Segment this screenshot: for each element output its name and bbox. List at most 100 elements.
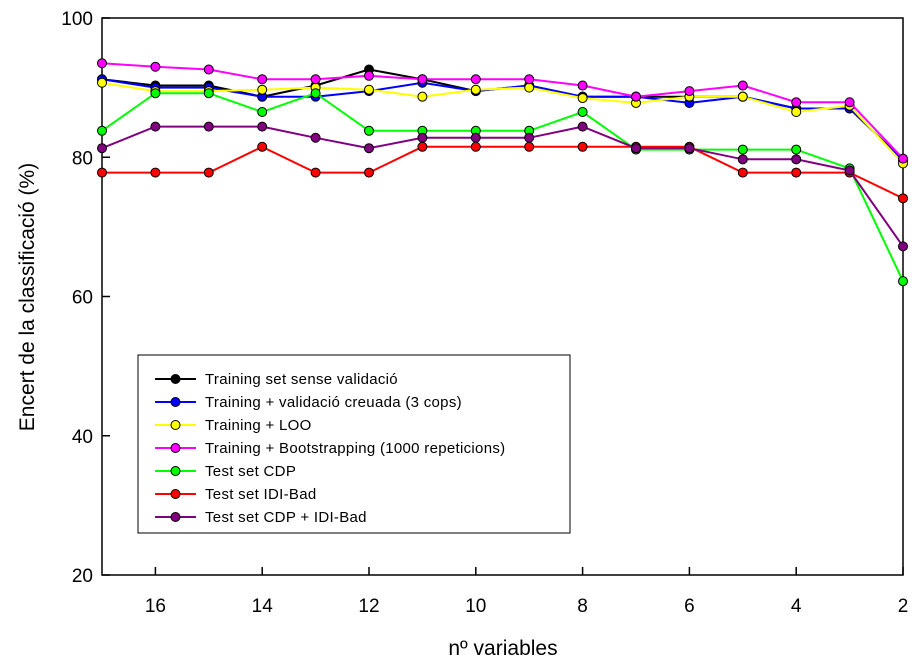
data-point [737, 80, 748, 91]
y-tick-label: 100 [61, 9, 93, 30]
axis-ticks: 16 14 12 10 8 6 4 2 20 40 60 80 100 [61, 9, 908, 617]
y-tick-label: 40 [72, 427, 93, 448]
data-point [791, 167, 802, 178]
series-line [101, 81, 904, 165]
data-point [97, 58, 107, 69]
data-point [684, 86, 695, 97]
legend-marker [170, 397, 181, 407]
data-point [737, 167, 748, 178]
data-point [150, 121, 161, 132]
data-point [150, 167, 161, 178]
data-point [898, 241, 908, 252]
legend-marker [170, 489, 181, 499]
legend-marker [170, 512, 181, 522]
data-point [364, 167, 374, 178]
data-point [203, 167, 214, 178]
data-point [470, 132, 481, 143]
data-point [257, 106, 268, 117]
y-tick-label: 20 [72, 566, 93, 587]
data-point [737, 154, 748, 165]
y-tick-label: 80 [72, 148, 93, 169]
x-tick-label: 8 [577, 596, 588, 617]
data-point [737, 144, 748, 155]
legend-marker [170, 443, 181, 453]
data-point [310, 132, 321, 143]
data-point [737, 91, 748, 102]
x-tick-label: 2 [898, 596, 909, 617]
data-point [257, 84, 268, 95]
data-point [684, 143, 695, 154]
data-point [417, 132, 428, 143]
x-tick-label: 6 [684, 596, 695, 617]
series-line [101, 62, 904, 160]
x-tick-label: 4 [791, 596, 802, 617]
legend-label: Training + validació creuada (3 cops) [205, 394, 462, 411]
data-point [844, 165, 855, 176]
data-point [791, 106, 802, 117]
legend-entry: Training + Bootstrapping (1000 repeticio… [155, 440, 505, 457]
data-point [470, 74, 481, 85]
legend-marker [170, 466, 181, 476]
data-point [577, 121, 588, 132]
x-tick-label: 12 [358, 596, 379, 617]
legend-label: Test set IDI-Bad [205, 486, 317, 503]
data-point [577, 93, 588, 104]
legend-label: Test set CDP [205, 463, 296, 480]
x-tick-label: 10 [465, 596, 486, 617]
series-line [101, 125, 904, 247]
series-7 [97, 121, 908, 252]
data-point [577, 80, 588, 91]
legend-entry: Training + LOO [155, 417, 312, 434]
legend-label: Training + Bootstrapping (1000 repeticio… [205, 440, 505, 457]
data-point [364, 125, 374, 136]
data-point [470, 141, 481, 152]
data-point [524, 141, 535, 152]
legend-entry: Training set sense validació [155, 371, 398, 388]
data-point [203, 88, 214, 99]
data-point [844, 97, 855, 108]
data-point [417, 74, 428, 85]
y-axis-title: Encert de la classificació (%) [16, 163, 39, 431]
legend-box [137, 354, 571, 534]
legend-marker [170, 374, 181, 384]
data-point [364, 143, 374, 154]
legend-entry: Training + validació creuada (3 cops) [155, 394, 462, 411]
y-tick-label: 60 [72, 288, 93, 309]
data-point [150, 88, 161, 99]
legend-label: Training set sense validació [205, 371, 398, 388]
data-point [791, 154, 802, 165]
data-point [898, 153, 908, 164]
data-point [97, 125, 107, 136]
legend-entry: Test set CDP + IDI-Bad [155, 509, 367, 526]
data-point [898, 276, 908, 287]
legend-marker [170, 420, 181, 430]
legend-entry: Test set CDP [155, 463, 296, 480]
legend: Training set sense validació Training + v… [137, 354, 571, 534]
data-point [791, 144, 802, 155]
data-point [524, 82, 535, 93]
x-tick-label: 16 [145, 596, 166, 617]
data-point [257, 74, 268, 85]
data-point [310, 88, 321, 99]
data-point [203, 64, 214, 75]
data-point [150, 61, 161, 72]
data-point [257, 141, 268, 152]
legend-label: Test set CDP + IDI-Bad [205, 509, 367, 526]
data-point [631, 91, 641, 102]
x-tick-label: 14 [252, 596, 274, 617]
data-point [203, 121, 214, 132]
data-point [364, 84, 374, 95]
series-line [102, 145, 904, 200]
data-point [470, 84, 481, 95]
data-point [577, 106, 588, 117]
data-point [417, 91, 428, 102]
data-point [310, 167, 321, 178]
data-point [364, 70, 374, 81]
data-point [417, 141, 428, 152]
legend-label: Training + LOO [205, 417, 312, 434]
data-point [310, 74, 321, 85]
series-line [101, 92, 904, 282]
